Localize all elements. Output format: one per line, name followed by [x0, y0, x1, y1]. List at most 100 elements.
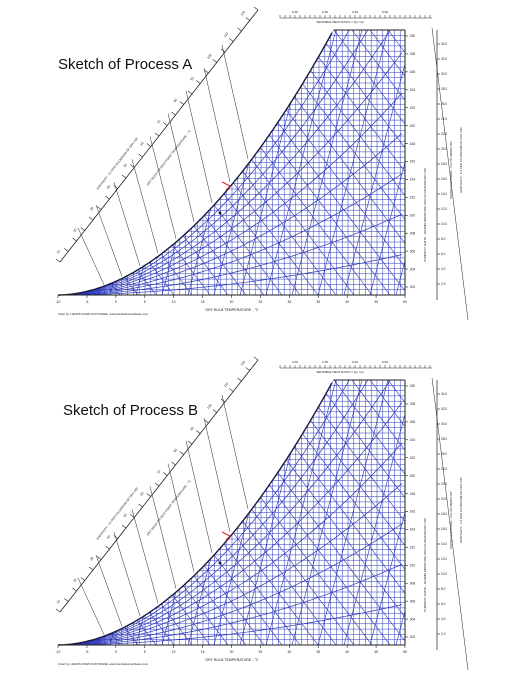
enthalpy-tick-b: 20: [72, 578, 77, 583]
enthalpy-tick-a: 70: [156, 119, 161, 124]
chart-credit-a: Chart by: HANDS DOWN SOFTWARE, www.hands…: [58, 312, 149, 316]
shr-tick-b: 0.40: [352, 360, 358, 364]
vapor-tick-a: 24.0: [441, 117, 447, 121]
x-tick-b: 15: [201, 650, 205, 654]
enthalpy-tick-b: 10: [56, 599, 61, 604]
enthalpy-tick-a: 50: [123, 163, 128, 168]
shr-tick-a: 0.20: [292, 10, 298, 14]
vapor-tick-a: 32.0: [441, 57, 447, 61]
humidity-tick-b: .022: [409, 456, 415, 460]
humidity-tick-a: .008: [409, 231, 415, 235]
x-tick-a: 35: [316, 300, 320, 304]
enthalpy-tick-b: 100: [206, 403, 213, 410]
x-tick-a: 15: [201, 300, 205, 304]
humidity-tick-b: .004: [409, 617, 415, 621]
humidity-tick-b: .016: [409, 510, 415, 514]
vapor-tick-a: 8.0: [441, 237, 446, 241]
vapor-tick-b: 34.0: [441, 392, 447, 396]
x-tick-b: -10: [56, 650, 61, 654]
x-tick-a: 50: [403, 300, 407, 304]
enthalpy-tick-b: 120: [240, 360, 247, 367]
wet-bulb-label-a: WET BULB OR DEW POINT TEMPERATURE - °C: [146, 129, 193, 187]
enthalpy-tick-b: 50: [123, 513, 128, 518]
x-tick-b: 30: [287, 650, 291, 654]
vapor-tick-a: 34.0: [441, 42, 447, 46]
vapor-tick-a: 10.0: [441, 222, 447, 226]
vapor-tick-a: 2.0: [441, 282, 446, 286]
x-tick-b: 20: [230, 650, 234, 654]
process-marker-a: [221, 181, 231, 191]
x-tick-b: 35: [316, 650, 320, 654]
humidity-axis-label-a: HUMIDITY RATIO - GRAMS MOISTURE PER KILO…: [423, 167, 427, 262]
psychrometric-chart-a: 10 20 30 40 50 60 70 80 90 100 110 120 ENTHALPY - KJ…: [56, 6, 469, 321]
chart-credit-b: Chart by: HANDS DOWN SOFTWARE, www.hands…: [58, 662, 149, 666]
vapor-tick-b: 10.0: [441, 572, 447, 576]
enthalpy-tick-a: 10: [56, 249, 61, 254]
humidity-tick-a: .018: [409, 142, 415, 146]
enthalpy-tick-a: 110: [223, 32, 229, 39]
enthalpy-tick-a: 100: [206, 53, 213, 60]
outer-scale-b: [431, 377, 469, 671]
humidity-tick-b: .008: [409, 581, 415, 585]
vapor-tick-a: 18.0: [441, 162, 447, 166]
x-tick-a: 30: [287, 300, 291, 304]
vapor-tick-a: 12.0: [441, 207, 447, 211]
humidity-tick-b: .026: [409, 420, 415, 424]
x-axis-label-a: DRY BULB TEMPERATURE - °C: [206, 308, 259, 312]
enthalpy-tick-b: 40: [106, 534, 111, 539]
vapor-tick-a: 30.0: [441, 72, 447, 76]
humidity-tick-b: .028: [409, 402, 415, 406]
humidity-tick-a: .022: [409, 106, 415, 110]
state-point-a: [218, 211, 222, 215]
humidity-tick-b: .012: [409, 546, 415, 550]
vapor-axis-label-b: VAPOR PRESSURE - mm OF MERCURY: [449, 491, 453, 549]
humidity-tick-a: .024: [409, 88, 415, 92]
enthalpy-tick-a: 40: [106, 184, 111, 189]
vapor-tick-a: 22.0: [441, 132, 447, 136]
x-tick-b: 40: [345, 650, 349, 654]
vapor-axis-label-a: VAPOR PRESSURE - mm OF MERCURY: [449, 141, 453, 199]
vapor-tick-b: 24.0: [441, 467, 447, 471]
humidity-axis-label-b: HUMIDITY RATIO - GRAMS MOISTURE PER KILO…: [423, 517, 427, 612]
x-tick-b: 25: [259, 650, 263, 654]
vapor-tick-b: 4.0: [441, 617, 446, 621]
vapor-tick-b: 2.0: [441, 632, 446, 636]
x-tick-b: 0: [115, 650, 117, 654]
humidity-tick-b: .006: [409, 599, 415, 603]
shr-tick-b: 0.30: [322, 360, 328, 364]
humidity-tick-b: .018: [409, 492, 415, 496]
shr-tick-a: 0.40: [352, 10, 358, 14]
x-axis-label-b: DRY BULB TEMPERATURE - °C: [206, 658, 259, 662]
panel-title-a: Sketch of Process A: [58, 56, 193, 73]
vapor-tick-a: 26.0: [441, 102, 447, 106]
enthalpy-tick-b: 80: [173, 448, 178, 453]
vapor-tick-a: 20.0: [441, 147, 447, 151]
enthalpy-tick-b: 60: [139, 491, 144, 496]
vapor-tick-b: 20.0: [441, 497, 447, 501]
enthalpy-tick-a: 30: [89, 206, 94, 211]
enthalpy-tick-a: 120: [240, 10, 247, 17]
humidity-tick-b: .014: [409, 528, 415, 532]
enthalpy-tick-b: 110: [223, 382, 229, 389]
x-tick-a: 40: [345, 300, 349, 304]
shr-tick-b: 0.20: [292, 360, 298, 364]
psychrometric-chart-b: 10 20 30 40 50 60 70 80 90 100 110 120 ENTHALPY - KJ…: [0, 350, 522, 700]
humidity-tick-a: .014: [409, 178, 415, 182]
humidity-tick-b: .002: [409, 635, 415, 639]
panel-title-b: Sketch of Process B: [63, 402, 199, 419]
enthalpy-axis-label-a: ENTHALPY - KJ PER KILOGRAM OF DRY AIR: [459, 127, 463, 193]
vapor-tick-a: 28.0: [441, 87, 447, 91]
x-tick-a: 25: [259, 300, 263, 304]
vapor-tick-b: 18.0: [441, 512, 447, 516]
enthalpy-tick-a: 60: [139, 141, 144, 146]
vapor-tick-b: 32.0: [441, 407, 447, 411]
vapor-tick-a: 6.0: [441, 252, 446, 256]
humidity-tick-a: .020: [409, 124, 415, 128]
x-tick-b: 45: [374, 650, 378, 654]
outer-scale-a: [431, 27, 469, 321]
x-tick-b: 10: [172, 650, 176, 654]
vapor-tick-a: 14.0: [441, 192, 447, 196]
enthalpy-tick-b: 30: [89, 556, 94, 561]
